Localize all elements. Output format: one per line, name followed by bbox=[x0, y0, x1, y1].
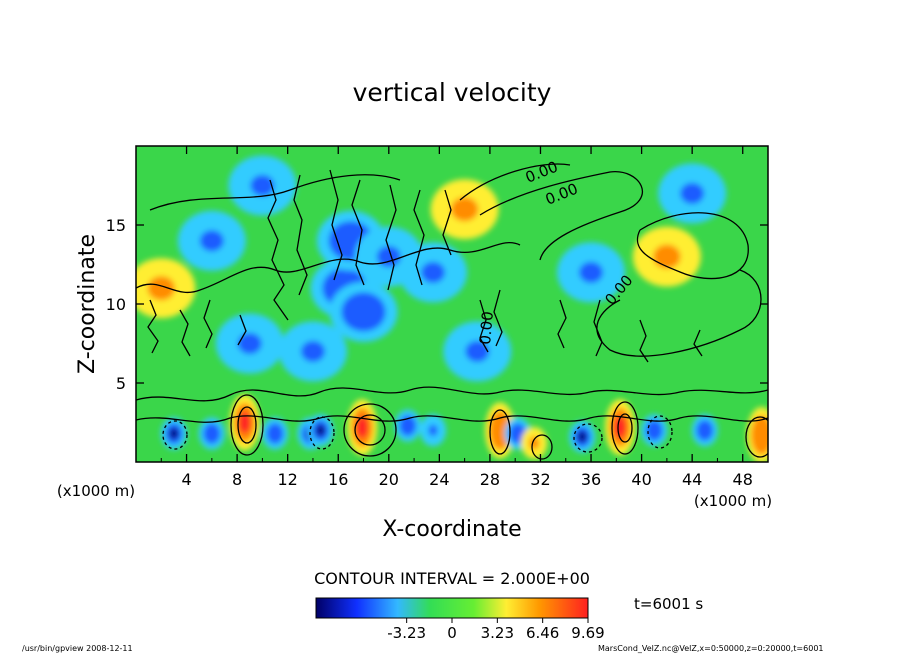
contour-line bbox=[459, 163, 571, 201]
contour-lines bbox=[136, 163, 768, 460]
chart-title: vertical velocity bbox=[353, 78, 552, 107]
contour-line bbox=[531, 434, 553, 460]
plot-area: 0.00 0.00 0.00 0.00 bbox=[136, 146, 768, 462]
field-cell bbox=[356, 416, 369, 439]
y-tick-label: 15 bbox=[106, 216, 126, 235]
field-cell bbox=[653, 244, 681, 269]
field-cell bbox=[700, 424, 710, 436]
field-cell bbox=[428, 424, 438, 436]
x-tick-label: 4 bbox=[181, 470, 191, 489]
field-cell bbox=[494, 419, 507, 442]
x-tick-label: 20 bbox=[379, 470, 399, 489]
contour-line bbox=[611, 401, 639, 455]
field-cell bbox=[680, 182, 705, 204]
field-cell bbox=[301, 340, 325, 362]
contour-line bbox=[617, 413, 633, 443]
contour-line bbox=[489, 409, 511, 455]
field-cell bbox=[451, 197, 479, 222]
contour-label: 0.00 bbox=[476, 311, 497, 346]
x-tick-label: 8 bbox=[232, 470, 242, 489]
contour-line bbox=[343, 403, 397, 457]
x-tick-label: 44 bbox=[682, 470, 702, 489]
y-axis: 5 10 15 bbox=[106, 216, 768, 393]
field-cell bbox=[147, 276, 175, 301]
contour-line bbox=[596, 269, 762, 357]
contour-line bbox=[149, 174, 401, 211]
field-cell bbox=[199, 230, 224, 252]
field-cell bbox=[169, 427, 179, 440]
y-tick-label: 5 bbox=[116, 374, 126, 393]
contour-line bbox=[479, 171, 643, 261]
x-tick-label: 32 bbox=[530, 470, 550, 489]
footer-source: MarsCond_VelZ.nc@VelZ,x=0:50000,z=0:2000… bbox=[598, 644, 824, 653]
contour-interval-text: CONTOUR INTERVAL = 2.000E+00 bbox=[314, 569, 590, 588]
colorbar-tick-label: 3.23 bbox=[481, 624, 514, 642]
field-cell bbox=[250, 175, 275, 196]
field-cell bbox=[755, 423, 768, 447]
contour-line bbox=[647, 415, 673, 449]
field-cell bbox=[649, 424, 659, 436]
contour-line bbox=[162, 420, 188, 450]
contour-line bbox=[573, 423, 603, 453]
x-tick-label: 16 bbox=[328, 470, 348, 489]
colorbar bbox=[315, 597, 589, 619]
field-cell bbox=[207, 427, 217, 440]
colorbar-tick-label: 0 bbox=[447, 624, 457, 642]
contour-line bbox=[136, 386, 768, 402]
time-label: t=6001 s bbox=[634, 595, 703, 613]
x-tick-label: 12 bbox=[278, 470, 298, 489]
field-cell bbox=[238, 411, 251, 434]
footer-command: /usr/bin/gpview 2008-12-11 bbox=[22, 644, 133, 653]
colorbar-tick-label: -3.23 bbox=[387, 624, 426, 642]
field-cell bbox=[338, 230, 363, 252]
field-cell bbox=[579, 261, 603, 283]
colorbar-ticks: -3.23 0 3.23 6.46 9.69 bbox=[387, 618, 605, 642]
x-tick-label: 48 bbox=[733, 470, 753, 489]
field-cell bbox=[351, 301, 376, 323]
x-tick-label: 28 bbox=[480, 470, 500, 489]
colorbar-tick-label: 9.69 bbox=[571, 624, 604, 642]
field-cell bbox=[270, 427, 280, 440]
x-axis: 4 8 12 16 20 24 28 32 36 40 44 48 bbox=[160, 146, 753, 489]
x-tick-label: 36 bbox=[581, 470, 601, 489]
x-tick-label: 24 bbox=[429, 470, 449, 489]
contour-line bbox=[147, 289, 703, 363]
field-cell bbox=[237, 333, 262, 354]
field-cell bbox=[421, 261, 445, 283]
field-cell bbox=[465, 340, 490, 362]
contour-line bbox=[309, 416, 335, 450]
field-cell bbox=[403, 420, 413, 432]
field-cell bbox=[614, 416, 627, 439]
contour-line bbox=[636, 212, 749, 280]
contour-line bbox=[230, 394, 264, 456]
contour-line bbox=[237, 406, 257, 444]
contour-line bbox=[267, 169, 452, 321]
contour-line bbox=[136, 241, 521, 294]
field-cell bbox=[513, 427, 523, 440]
x-unit-left: (x1000 m) bbox=[57, 482, 135, 500]
field-cell bbox=[577, 431, 587, 443]
field-cell bbox=[376, 246, 401, 268]
y-tick-label: 10 bbox=[106, 295, 126, 314]
contour-line bbox=[745, 416, 768, 458]
velocity-cells bbox=[136, 155, 768, 462]
x-tick-label: 40 bbox=[631, 470, 651, 489]
x-axis-label: X-coordinate bbox=[382, 517, 521, 542]
y-axis-label: Z-coordinate bbox=[75, 234, 100, 374]
colorbar-tick-label: 6.46 bbox=[526, 624, 559, 642]
field-cell bbox=[315, 424, 326, 436]
x-unit-right: (x1000 m) bbox=[694, 492, 772, 510]
contour-line bbox=[354, 414, 386, 446]
